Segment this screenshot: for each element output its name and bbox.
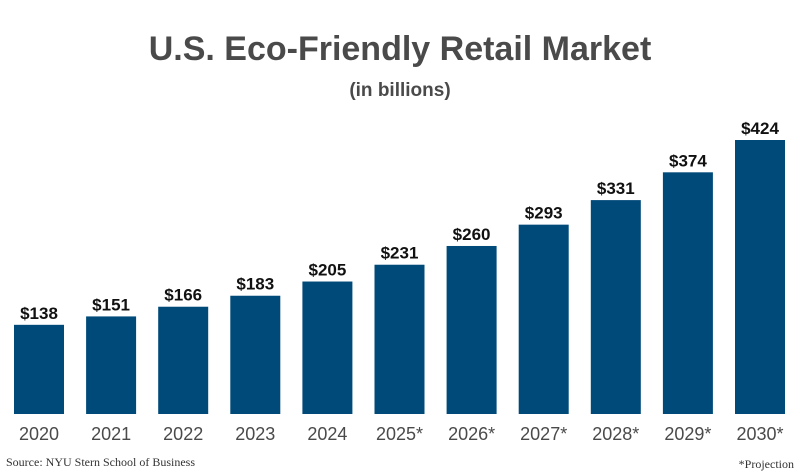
x-tick-label: 2025* — [376, 424, 423, 444]
data-label: $231 — [381, 244, 419, 263]
x-tick-label: 2029* — [664, 424, 711, 444]
data-label: $260 — [453, 225, 491, 244]
x-tick-label: 2027* — [520, 424, 567, 444]
source-note: Source: NYU Stern School of Business — [6, 455, 195, 469]
x-tick-label: 2022 — [163, 424, 203, 444]
data-label: $205 — [308, 261, 346, 280]
x-tick-label: 2023 — [235, 424, 275, 444]
x-tick-label: 2021 — [91, 424, 131, 444]
bar-2027 — [518, 224, 569, 414]
chart-title: U.S. Eco-Friendly Retail Market — [148, 30, 652, 68]
bar-2028 — [590, 200, 641, 414]
bar-2025 — [374, 264, 425, 414]
x-tick-label: 2026* — [448, 424, 495, 444]
bar-2026 — [446, 245, 497, 414]
bar-2030 — [735, 140, 785, 414]
chart-subtitle: (in billions) — [349, 80, 451, 101]
bar-2022 — [158, 306, 209, 414]
bar-2024 — [302, 281, 353, 414]
data-label: $374 — [669, 151, 707, 170]
data-label: $138 — [20, 304, 58, 323]
data-label: $424 — [741, 119, 779, 138]
data-label: $183 — [236, 275, 274, 294]
data-label: $293 — [525, 204, 563, 223]
x-tick-label: 2028* — [592, 424, 639, 444]
bar-2021 — [86, 316, 137, 414]
data-label: $151 — [92, 295, 130, 314]
x-tick-label: 2024 — [307, 424, 347, 444]
data-label: $166 — [164, 286, 202, 305]
bar-2023 — [230, 295, 281, 414]
x-tick-label: 2030* — [736, 424, 783, 444]
data-label: $331 — [597, 179, 635, 198]
bar-2020 — [14, 324, 64, 414]
bar-2029 — [662, 172, 713, 414]
x-tick-label: 2020 — [19, 424, 59, 444]
projection-note: *Projection — [738, 457, 794, 471]
